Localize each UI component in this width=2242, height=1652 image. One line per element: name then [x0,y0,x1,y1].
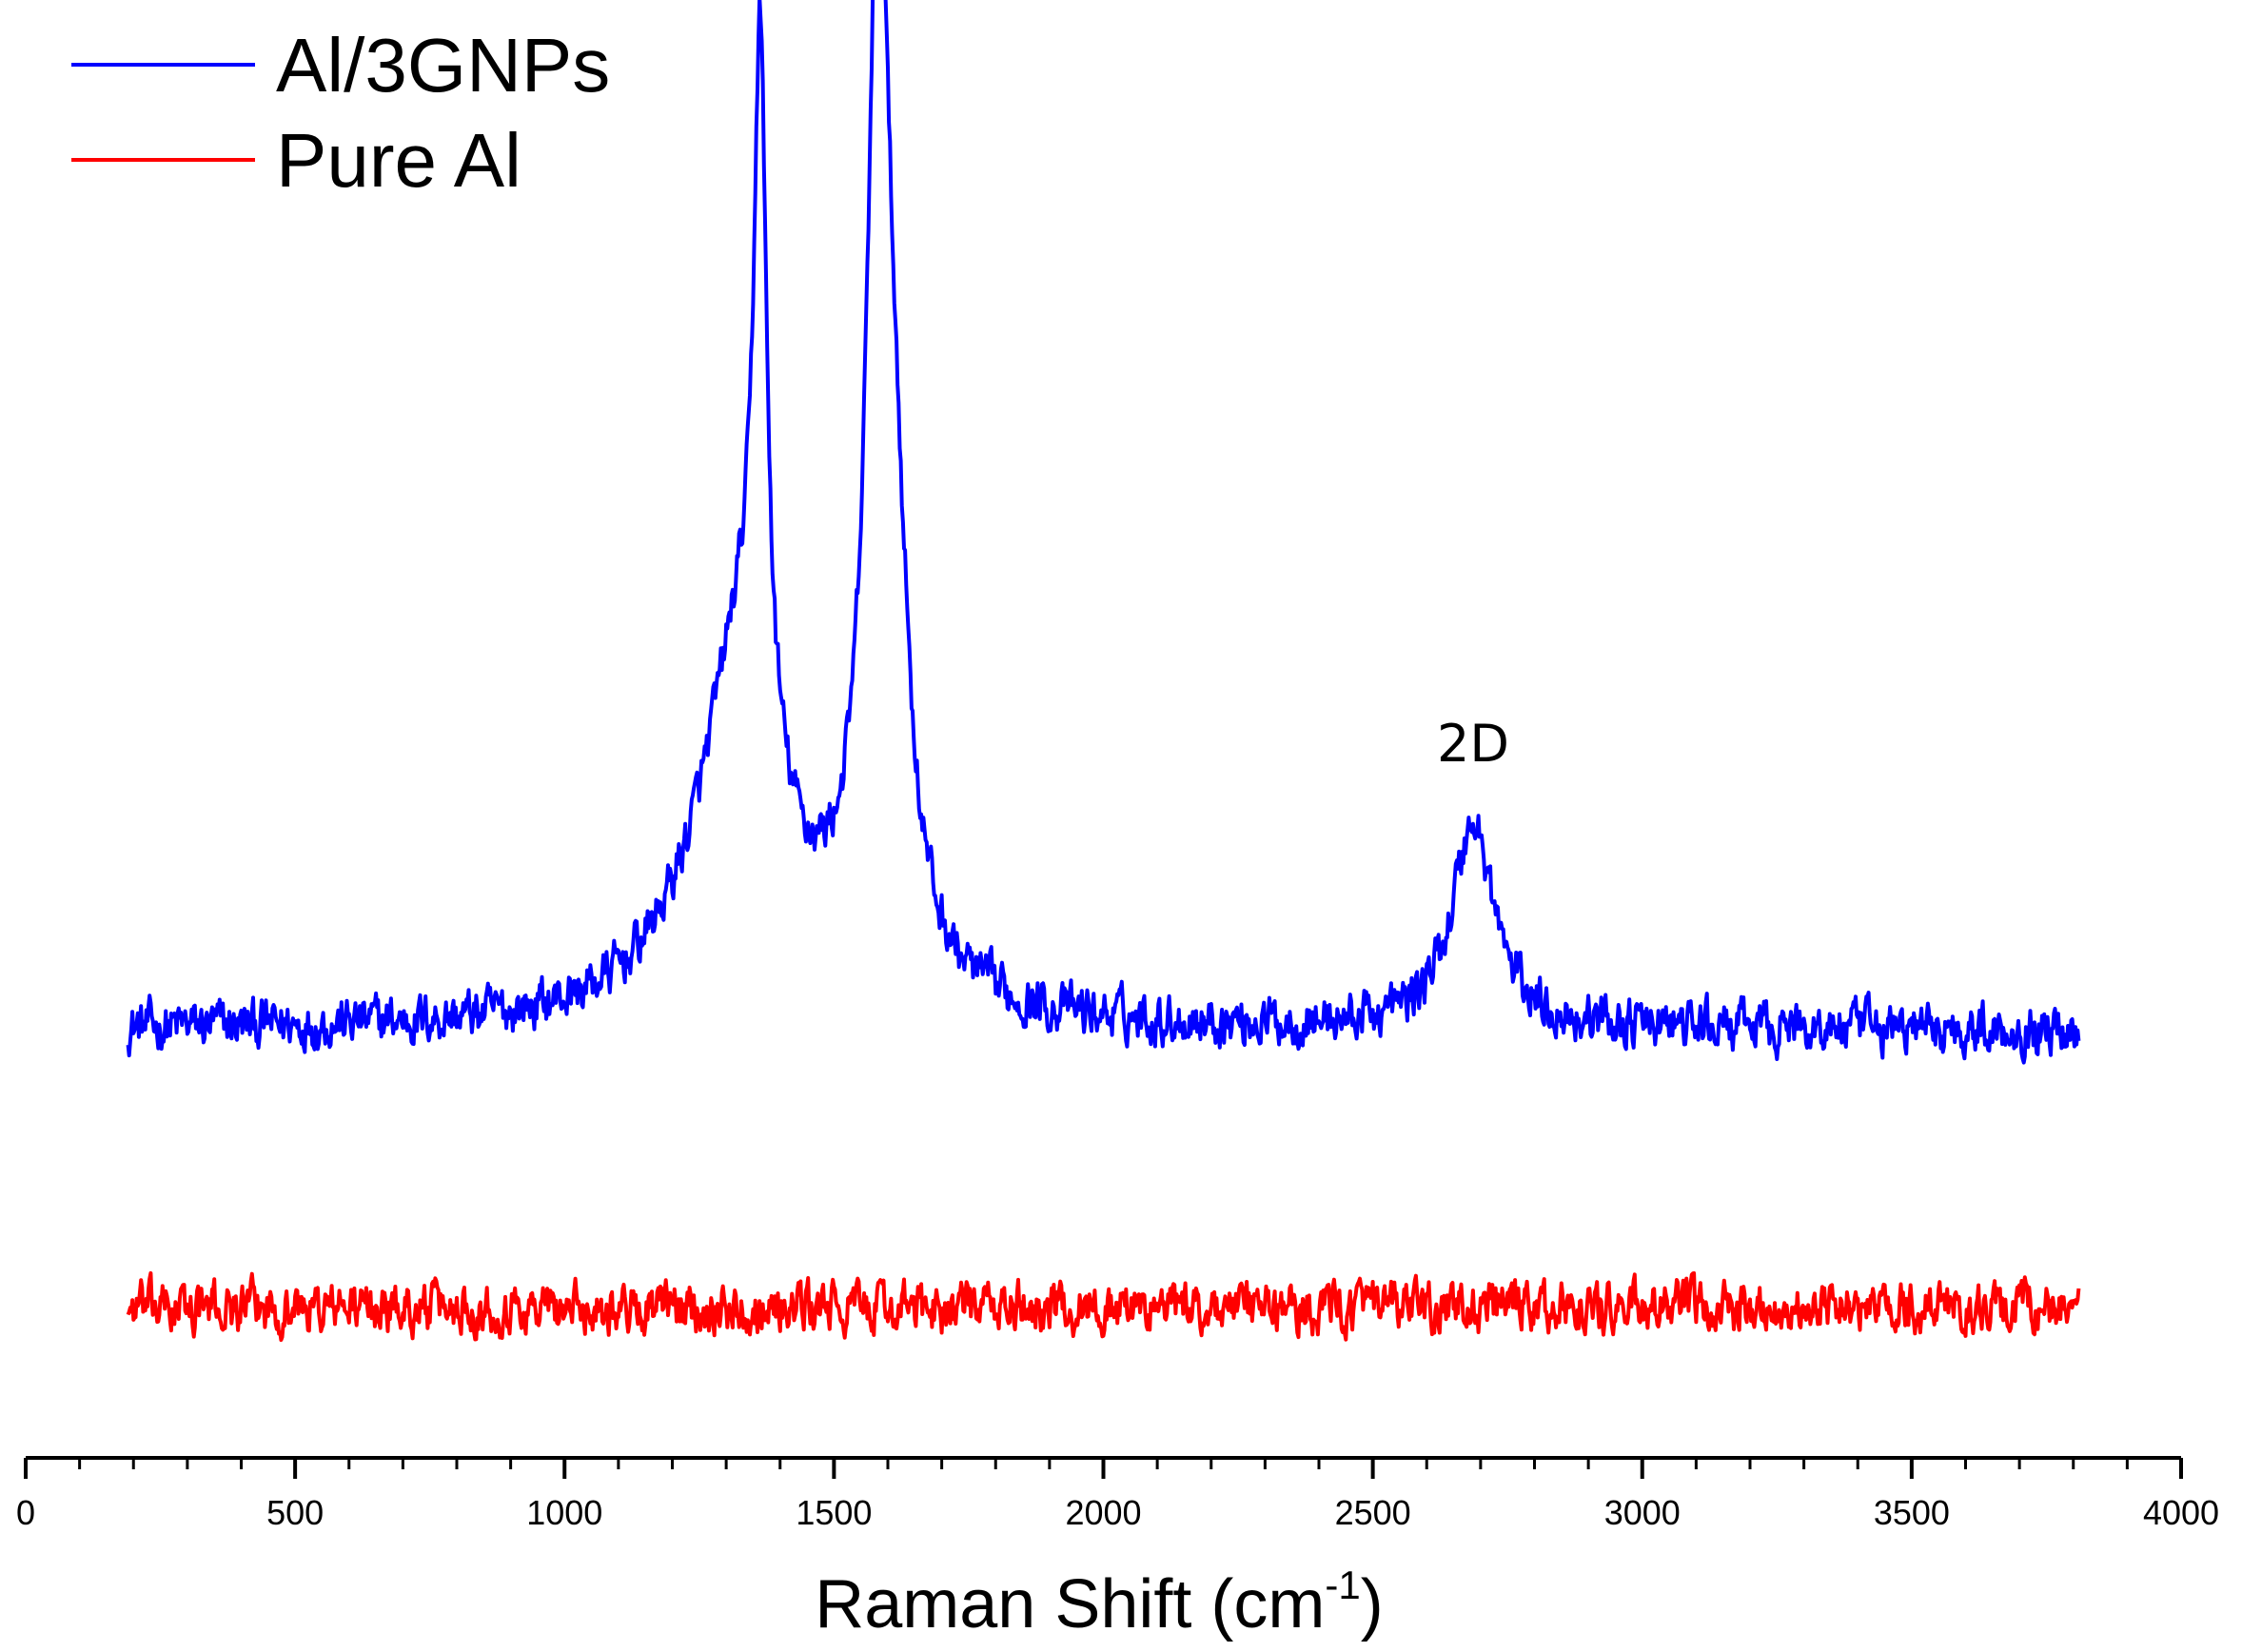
series-layer [126,0,2081,1343]
legend-label: Pure Al [276,118,521,203]
annotation-layer: DG2D [731,0,1509,774]
x-tick-label: 500 [266,1493,324,1532]
x-tick-label: 2500 [1335,1493,1411,1532]
x-axis: 0 500 1000 1500 2000 2500 3000 3500 4000 [16,1456,2219,1532]
x-tick-label: 3000 [1604,1493,1681,1532]
peak-label: 2D [1437,714,1509,774]
x-tick-label: 2000 [1065,1493,1141,1532]
x-tick-label: 1500 [796,1493,872,1532]
legend-label: Al/3GNPs [276,23,610,108]
x-tick-label: 4000 [2143,1493,2219,1532]
x-tick-label: 0 [16,1493,35,1532]
series-line-pure-al [126,1270,2081,1343]
x-tick-label: 3500 [1874,1493,1950,1532]
x-axis-title: Raman Shift (cm-1) [815,1563,1383,1642]
series-line-al-3gnps [126,0,2081,1065]
peak-label: D [731,0,771,4]
x-tick-label: 1000 [526,1493,602,1532]
legend: Al/3GNPs Pure Al [71,23,610,203]
